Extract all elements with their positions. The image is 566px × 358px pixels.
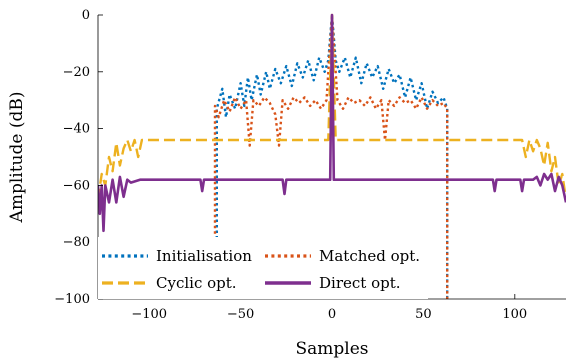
legend-label-1: Matched opt. [319,247,420,265]
legend-label-3: Direct opt. [319,274,401,292]
x-tick-label: −100 [131,307,167,322]
legend-label-2: Cyclic opt. [156,274,237,292]
x-tick-label: 0 [328,307,336,322]
x-tick-label: 100 [502,307,527,322]
series-line-3 [98,13,566,233]
y-tick-label: −100 [54,292,90,307]
legend-label-0: Initialisation [156,247,252,265]
series-layer [98,13,566,299]
x-axis-label: Samples [295,339,368,358]
legend: Initialisation Matched opt. Cyclic opt. Dir… [98,237,428,299]
legend-box [98,237,428,299]
y-tick-label: 0 [82,8,90,23]
x-tick-label: 50 [415,307,432,322]
y-tick-label: −40 [63,122,90,137]
series-line-1 [213,13,449,299]
y-tick-label: −20 [63,65,90,80]
series-line-0 [215,13,449,299]
y-tick-label: −60 [63,178,90,193]
x-tick-label: −50 [227,307,254,322]
y-axis-label: Amplitude (dB) [7,92,27,224]
axes-layer: −100 −50 0 50 100 0 −20 −40 −60 −80 −100 [54,8,566,322]
y-tick-label: −80 [63,235,90,250]
